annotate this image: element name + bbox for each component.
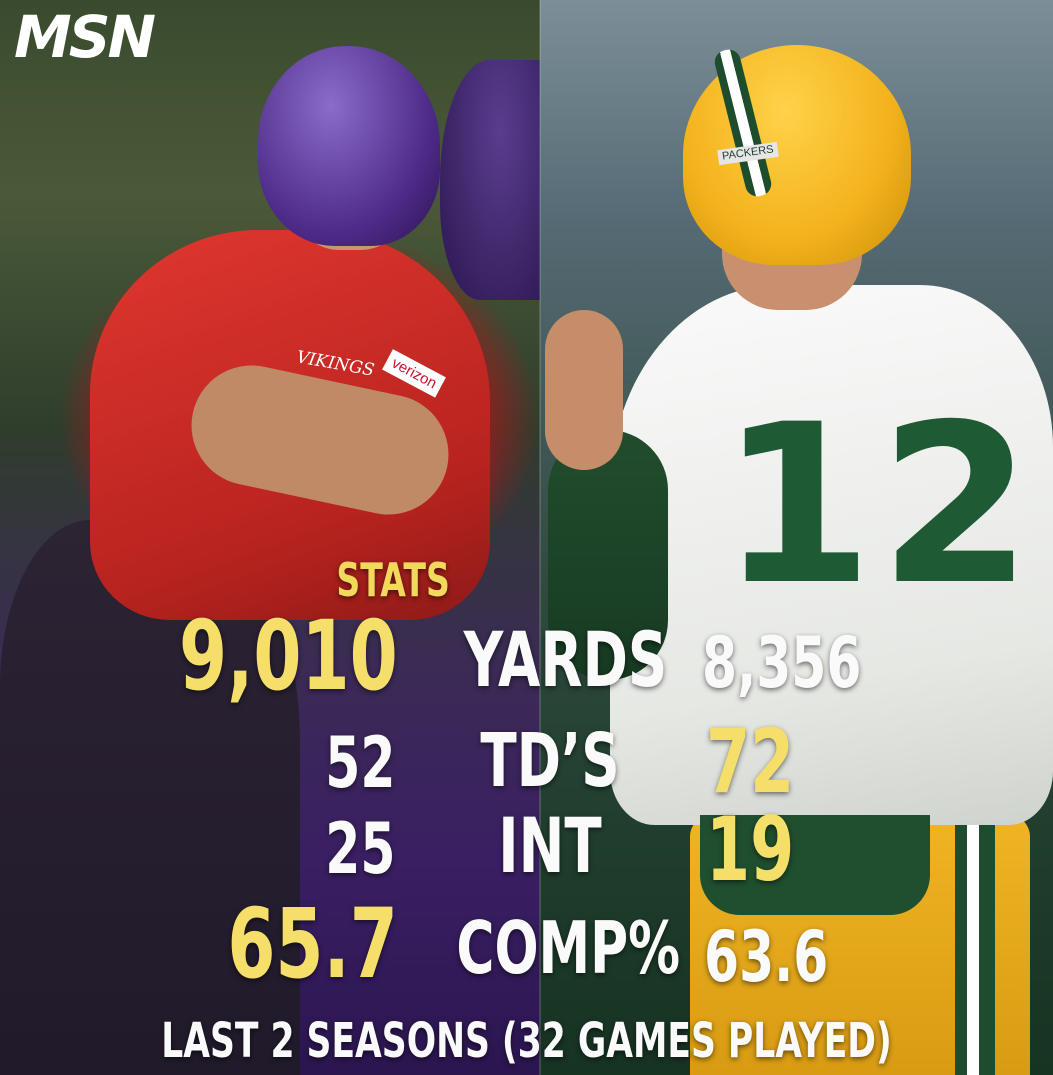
stat-label-tds: TD’S — [480, 718, 620, 804]
center-divider — [539, 0, 541, 1075]
right-player-arm — [548, 430, 668, 680]
left-player-helmet — [258, 46, 440, 246]
stats-footer: LAST 2 SEASONS (32 GAMES PLAYED) — [161, 1013, 892, 1069]
stat-label-yards: YARDS — [463, 615, 668, 704]
stat-left-yards: 9,010 — [179, 600, 398, 712]
stat-right-int: 19 — [706, 798, 795, 901]
stat-right-yards: 8,356 — [702, 622, 862, 704]
stat-right-comp: 63.6 — [704, 916, 829, 998]
stat-right-tds: 72 — [706, 710, 795, 813]
thumbs-up-hand — [545, 310, 623, 470]
stat-label-comp: COMP% — [456, 906, 681, 990]
stat-left-tds: 52 — [324, 722, 395, 804]
stat-left-int: 25 — [324, 808, 395, 890]
stat-label-int: INT — [498, 801, 602, 890]
background-player — [440, 60, 540, 300]
stats-heading: STATS — [336, 553, 450, 607]
right-jersey-number: 12 — [720, 377, 1039, 633]
stat-left-comp: 65.7 — [227, 888, 398, 1000]
right-player-pants-stripe — [955, 810, 995, 1075]
msn-logo: MSN — [14, 3, 156, 71]
right-player-belt — [700, 815, 930, 915]
right-player-jersey — [610, 285, 1053, 825]
